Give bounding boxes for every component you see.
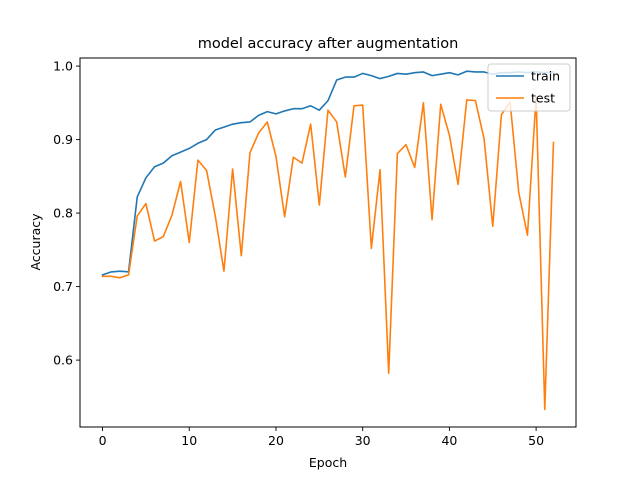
series-line-test [101, 96, 555, 411]
chart-title: model accuracy after augmentation [198, 36, 459, 52]
x-tick-label: 10 [181, 433, 197, 448]
x-axis-label: Epoch [309, 455, 347, 470]
legend-label-train: train [531, 69, 560, 84]
x-tick-label: 20 [268, 433, 284, 448]
y-tick-label: 0.6 [53, 353, 73, 368]
y-axis-label: Accuracy [28, 213, 43, 271]
x-tick-label: 0 [99, 433, 107, 448]
legend: train test [487, 63, 571, 112]
y-tick-label: 0.7 [53, 279, 73, 294]
x-tick-label: 30 [355, 433, 371, 448]
x-axis-ticks: 0 10 20 30 40 50 [99, 427, 544, 448]
legend-label-test: test [531, 91, 555, 106]
axes-frame [79, 57, 577, 428]
y-tick-label: 0.8 [53, 206, 73, 221]
y-tick-label: 0.9 [53, 132, 73, 147]
y-tick-label: 1.0 [53, 59, 73, 74]
plot-area: 0 10 20 30 40 50 0.6 0.7 0.8 0.9 1.0 [53, 57, 577, 448]
series-layer [101, 70, 555, 411]
x-tick-label: 40 [441, 433, 457, 448]
series-line-train [101, 70, 555, 276]
y-axis-ticks: 0.6 0.7 0.8 0.9 1.0 [53, 59, 80, 368]
x-tick-label: 50 [528, 433, 544, 448]
